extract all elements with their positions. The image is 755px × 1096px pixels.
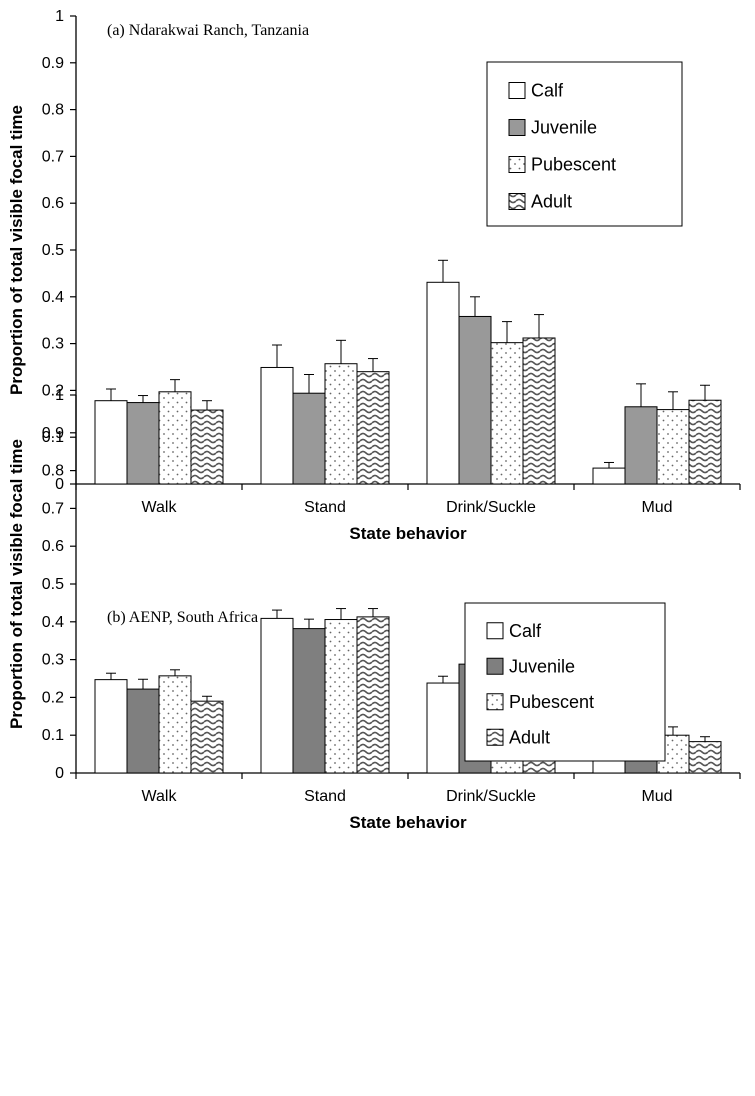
bar-juvenile [292, 628, 326, 774]
bar-calf [426, 682, 460, 774]
bar-juvenile [624, 406, 658, 485]
panel-title: (a) Ndarakwai Ranch, Tanzania [107, 22, 309, 39]
y-tick-label: 0.9 [42, 55, 64, 72]
x-axis-title: State behavior [349, 524, 467, 543]
chart-panel-a: 0 0.1 0.2 0.3 0.4 0.5 0.6 0.7 0.8 0.9 1 Walk Stand Dr… [7, 8, 741, 543]
y-tick-label: 0.3 [42, 336, 64, 353]
legend-swatch-pubescent [486, 693, 504, 711]
y-tick-label: 0.4 [42, 289, 64, 306]
y-tick-label: 0 [55, 765, 64, 782]
panel-title: (b) AENP, South Africa [107, 609, 258, 626]
bar-adult [190, 700, 224, 774]
bar-pubescent [656, 409, 690, 485]
x-tick-label: Drink/Suckle [446, 788, 536, 805]
x-tick-label: Walk [142, 499, 178, 516]
x-tick-label: Mud [641, 499, 672, 516]
x-axis-title: State behavior [349, 813, 467, 832]
legend-label: Calf [509, 621, 542, 641]
legend-swatch-calf [508, 82, 526, 99]
x-tick-label: Stand [304, 788, 346, 805]
bar-juvenile [458, 315, 492, 485]
legend-label: Adult [509, 727, 550, 747]
legend-swatch-calf [486, 622, 504, 640]
y-axis-title: Proportion of total visible focal time [7, 105, 26, 395]
legend-label: Adult [531, 192, 572, 212]
chart-panel-b: 0 0.1 0.2 0.3 0.4 0.5 0.6 0.7 0.8 0.9 1 Walk Stand Dr… [0, 383, 755, 931]
x-tick-label: Walk [142, 788, 178, 805]
chart-svg: 0 0.1 0.2 0.3 0.4 0.5 0.6 0.7 0.8 0.9 1 Walk Stand Dr… [7, 8, 741, 543]
y-tick-label: 0.8 [42, 102, 64, 119]
legend-swatch-adult [486, 728, 504, 746]
legend-label: Pubescent [531, 155, 616, 175]
y-axis-title: Proportion of total visible focal time [7, 439, 26, 729]
legend-swatch-juvenile [486, 657, 504, 675]
y-tick-label: 0.7 [42, 500, 64, 517]
bar-calf [94, 679, 128, 774]
legend-label: Calf [531, 81, 564, 101]
x-tick-label: Mud [641, 788, 672, 805]
bar-pubescent [158, 675, 192, 774]
bar-adult [356, 371, 390, 485]
legend-swatch-pubescent [508, 156, 526, 173]
x-tick-label: Stand [304, 499, 346, 516]
y-tick-label: 0.2 [42, 689, 64, 706]
y-tick-label: 0.1 [42, 429, 64, 446]
y-tick-label: 1 [55, 387, 64, 404]
y-tick-label: 0.2 [42, 382, 64, 399]
bar-pubescent [490, 342, 524, 485]
y-tick-label: 0.6 [42, 195, 64, 212]
bar-calf [94, 400, 128, 485]
y-tick-label: 0.7 [42, 148, 64, 165]
y-tick-label: 0.9 [42, 425, 64, 442]
bar-adult [688, 741, 722, 774]
bar-adult [190, 409, 224, 485]
bar-calf [260, 617, 294, 774]
legend-swatch-juvenile [508, 119, 526, 136]
chart-svg: 0 0.1 0.2 0.3 0.4 0.5 0.6 0.7 0.8 0.9 1 Walk Stand Dr… [7, 387, 741, 832]
bar-adult [356, 616, 390, 774]
y-tick-label: 0 [55, 476, 64, 493]
y-tick-label: 1 [55, 8, 64, 25]
y-tick-label: 0.6 [42, 538, 64, 555]
legend-label: Pubescent [509, 692, 594, 712]
y-tick-label: 0.5 [42, 576, 64, 593]
y-tick-label: 0.5 [42, 242, 64, 259]
bar-pubescent [324, 619, 358, 774]
legend-label: Juvenile [531, 118, 597, 138]
y-tick-label: 0.3 [42, 652, 64, 669]
y-tick-label: 0.1 [42, 727, 64, 744]
bar-juvenile [126, 688, 160, 774]
x-tick-label: Drink/Suckle [446, 499, 536, 516]
y-tick-label: 0.8 [42, 463, 64, 480]
legend-label: Juvenile [509, 656, 575, 676]
legend-swatch-adult [508, 193, 526, 210]
y-tick-label: 0.4 [42, 614, 64, 631]
bar-calf [426, 281, 460, 485]
bar-pubescent [324, 363, 358, 485]
